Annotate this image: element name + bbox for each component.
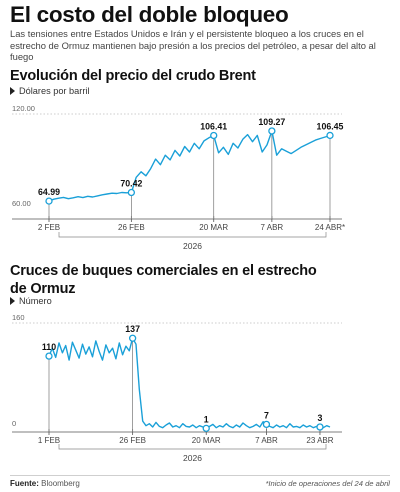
footer-divider xyxy=(10,475,390,476)
brent-x-tick-label: 20 MAR xyxy=(199,223,228,232)
footer-source: Fuente: Bloomberg xyxy=(10,479,80,488)
ships-y-tick-label: 0 xyxy=(12,419,16,428)
ships-series-line xyxy=(48,337,331,429)
brent-data-label: 109.27 xyxy=(258,117,285,127)
brent-x-tick-label: 24 ABR* xyxy=(315,223,345,232)
ships-annotation-marker xyxy=(45,352,53,360)
page-title: El costo del doble bloqueo xyxy=(10,2,289,27)
ships-annotation-marker xyxy=(262,420,271,429)
brent-annotation-marker xyxy=(127,188,136,197)
ships-x-tick-label: 20 MAR xyxy=(192,436,221,445)
source-label: Fuente: xyxy=(10,479,39,488)
ships-x-tick-label: 7 ABR xyxy=(255,436,278,445)
ships-x-tick-label: 26 FEB xyxy=(119,436,146,445)
ships-chart-title: Cruces de buques comerciales en el estre… xyxy=(10,263,317,297)
ships-data-label: 3 xyxy=(318,413,323,423)
ships-x-tick-label: 1 FEB xyxy=(38,436,60,445)
ships-y-tick-label: 160 xyxy=(12,313,25,322)
brent-unit-label: Dólares por barril xyxy=(19,86,90,96)
brent-x-tick-label: 26 FEB xyxy=(118,223,145,232)
brent-unit: Dólares por barril xyxy=(10,86,89,96)
source-value: Bloomberg xyxy=(41,479,80,488)
brent-annotation-marker xyxy=(45,197,53,205)
unit-marker-icon xyxy=(10,87,15,95)
brent-data-label: 70.42 xyxy=(120,179,142,189)
ships-annotation-marker xyxy=(316,423,324,431)
footer-note: *Inicio de operaciones del 24 de abril xyxy=(265,479,390,488)
ships-year-bracket xyxy=(58,444,327,450)
ships-x-tick-label: 23 ABR xyxy=(306,436,333,445)
ships-annotation-marker xyxy=(128,334,137,342)
brent-x-tick-label: 7 ABR xyxy=(261,223,284,232)
brent-annotation-marker xyxy=(326,131,334,140)
brent-price-chart: 60.00 120.00 2 FEB 26 FEB 20 MAR 7 ABR 24 ABR*… xyxy=(12,104,345,251)
brent-y-tick-label: 60.00 xyxy=(12,199,31,208)
ships-unit-label: Número xyxy=(19,296,52,306)
brent-year-bracket xyxy=(58,232,327,238)
page-subtitle: Las tensiones entre Estados Unidos e Irá… xyxy=(10,28,376,63)
unit-marker-icon xyxy=(10,297,15,305)
brent-data-label: 106.45 xyxy=(317,121,344,131)
ships-data-label: 7 xyxy=(264,410,269,420)
brent-annotation-marker xyxy=(268,127,276,135)
ships-annotation-marker xyxy=(202,424,210,432)
ships-data-label: 137 xyxy=(125,324,140,334)
brent-x-tick-label: 2 FEB xyxy=(38,223,60,232)
ships-unit: Número xyxy=(10,296,52,306)
brent-year-label: 2026 xyxy=(183,241,202,251)
brent-data-label: 106.41 xyxy=(200,122,227,132)
brent-series-line xyxy=(48,130,331,202)
brent-data-label: 64.99 xyxy=(38,187,60,197)
ships-data-label: 1 xyxy=(204,414,209,424)
brent-annotation-marker xyxy=(210,131,218,140)
ships-year-label: 2026 xyxy=(183,453,202,463)
ship-crossings-chart: 0 160 1 FEB 26 FEB 20 MAR 7 ABR 23 ABR 2026 110 1… xyxy=(12,313,342,463)
ships-data-label: 110 xyxy=(42,342,56,352)
brent-chart-title: Evolución del precio del crudo Brent xyxy=(10,68,256,84)
brent-y-tick-label: 120.00 xyxy=(12,104,35,113)
